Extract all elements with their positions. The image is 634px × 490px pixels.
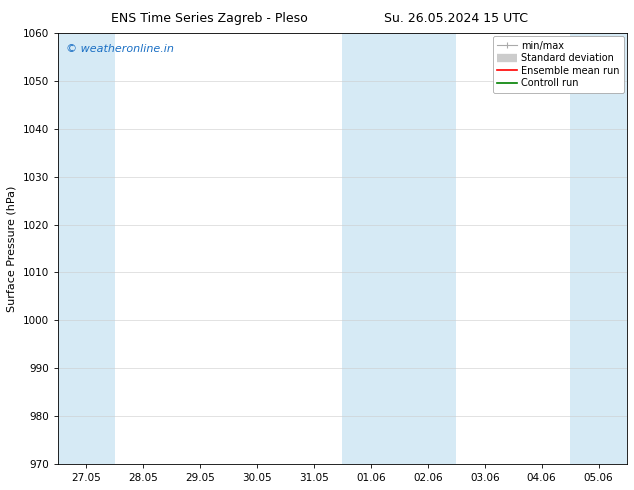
Text: Su. 26.05.2024 15 UTC: Su. 26.05.2024 15 UTC <box>384 12 529 25</box>
Y-axis label: Surface Pressure (hPa): Surface Pressure (hPa) <box>7 185 17 312</box>
Bar <box>342 33 456 464</box>
Bar <box>58 33 115 464</box>
Bar <box>570 33 627 464</box>
Text: ENS Time Series Zagreb - Pleso: ENS Time Series Zagreb - Pleso <box>111 12 307 25</box>
Text: © weatheronline.in: © weatheronline.in <box>67 44 174 54</box>
Legend: min/max, Standard deviation, Ensemble mean run, Controll run: min/max, Standard deviation, Ensemble me… <box>493 36 624 93</box>
